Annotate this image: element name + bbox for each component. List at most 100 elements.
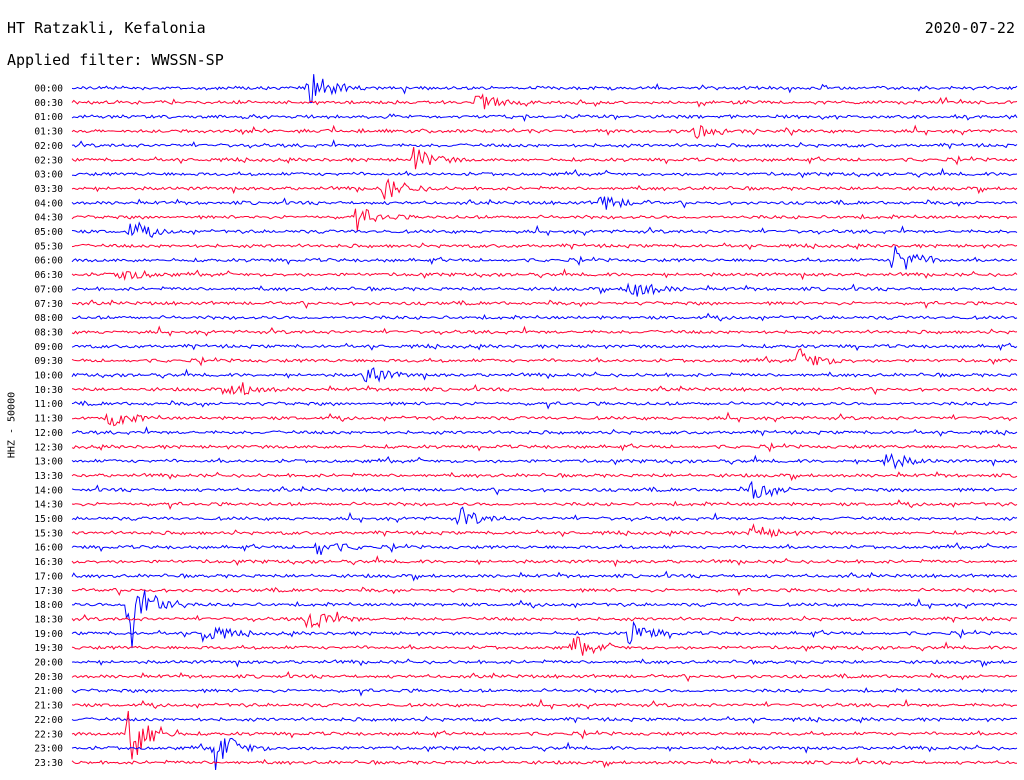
row-label-2200: 22:00 [34, 715, 63, 726]
trace-row-1530 [71, 523, 1018, 539]
row-label-1230: 12:30 [34, 442, 63, 453]
trace-row-0330 [71, 178, 1018, 200]
row-label-1200: 12:00 [34, 428, 63, 439]
row-label-1130: 11:30 [34, 414, 63, 425]
row-label-0530: 05:30 [34, 241, 63, 252]
trace-row-1330 [71, 471, 1018, 482]
trace-row-1030 [71, 382, 1018, 396]
trace-row-1230 [71, 442, 1018, 453]
trace-row-2100 [71, 687, 1018, 697]
row-label-1330: 13:30 [34, 471, 63, 482]
row-label-1630: 16:30 [34, 557, 63, 568]
trace-row-0130 [71, 124, 1018, 140]
trace-group [71, 74, 1018, 771]
row-label-1700: 17:00 [34, 571, 63, 582]
trace-row-1630 [71, 555, 1018, 568]
row-label-0900: 09:00 [34, 342, 63, 353]
trace-row-2330 [71, 757, 1018, 769]
trace-row-1730 [71, 586, 1018, 597]
trace-row-1600 [71, 542, 1018, 556]
trace-row-1700 [71, 570, 1018, 582]
row-label-2030: 20:30 [34, 672, 63, 683]
trace-row-0200 [71, 139, 1018, 150]
station-title: HT Ratzakli, Kefalonia [7, 19, 206, 37]
row-label-1300: 13:00 [34, 457, 63, 468]
row-label-0830: 08:30 [34, 327, 63, 338]
row-label-0930: 09:30 [34, 356, 63, 367]
trace-row-2300 [71, 737, 1018, 771]
row-label-1000: 10:00 [34, 371, 63, 382]
row-label-0300: 03:00 [34, 170, 63, 181]
row-label-1100: 11:00 [34, 399, 63, 410]
trace-row-0430 [71, 208, 1018, 231]
row-label-1930: 19:30 [34, 643, 63, 654]
row-label-0800: 08:00 [34, 313, 63, 324]
row-label-1430: 14:30 [34, 500, 63, 511]
row-label-1600: 16:00 [34, 543, 63, 554]
trace-row-2230 [71, 710, 1018, 760]
row-label-0430: 04:30 [34, 213, 63, 224]
trace-row-1100 [71, 400, 1018, 410]
time-label-group: 00:00 00:30 01:00 01:30 02:00 02:30 03:00 03:30… [34, 84, 63, 769]
trace-row-0500 [71, 221, 1018, 238]
trace-row-1830 [71, 611, 1017, 629]
row-label-2330: 23:30 [34, 758, 63, 769]
row-label-1030: 10:30 [34, 385, 63, 396]
trace-row-0030 [71, 93, 1018, 110]
row-label-0200: 02:00 [34, 141, 63, 152]
row-label-0630: 06:30 [34, 270, 63, 281]
trace-row-1400 [71, 480, 1018, 499]
row-label-0130: 01:30 [34, 127, 63, 138]
row-label-0030: 00:30 [34, 98, 63, 109]
row-label-0330: 03:30 [34, 184, 63, 195]
row-label-0400: 04:00 [34, 198, 63, 209]
trace-row-0400 [71, 196, 1018, 210]
row-label-0500: 05:00 [34, 227, 63, 238]
trace-row-0800 [71, 312, 1018, 322]
trace-row-2030 [71, 670, 1018, 683]
trace-row-2000 [71, 658, 1018, 668]
trace-row-1430 [71, 499, 1018, 510]
row-label-2300: 23:00 [34, 744, 63, 755]
row-label-0230: 02:30 [34, 155, 63, 166]
trace-row-1800 [71, 590, 1018, 649]
trace-row-0630 [71, 268, 1018, 281]
row-label-0730: 07:30 [34, 299, 63, 310]
row-label-2000: 20:00 [34, 658, 63, 669]
row-label-1800: 18:00 [34, 600, 63, 611]
row-label-2230: 22:30 [34, 729, 63, 740]
row-label-1530: 15:30 [34, 528, 63, 539]
row-label-2100: 21:00 [34, 686, 63, 697]
trace-row-0000 [71, 74, 1018, 104]
row-label-1830: 18:30 [34, 614, 63, 625]
row-label-0600: 06:00 [34, 256, 63, 267]
row-label-0100: 01:00 [34, 112, 63, 123]
trace-row-0930 [71, 348, 1018, 367]
trace-row-0600 [71, 246, 1018, 270]
trace-row-1200 [71, 426, 1018, 437]
row-label-0700: 07:00 [34, 284, 63, 295]
trace-row-0700 [71, 282, 1018, 297]
row-label-1730: 17:30 [34, 586, 63, 597]
trace-row-1500 [71, 506, 1018, 526]
trace-row-0100 [71, 113, 1018, 123]
trace-row-0830 [71, 325, 1018, 337]
row-label-0000: 00:00 [34, 84, 63, 95]
trace-row-2130 [71, 698, 1018, 710]
trace-row-1900 [71, 620, 1018, 645]
trace-row-1000 [71, 367, 1018, 383]
trace-row-1930 [71, 636, 1018, 656]
trace-row-2200 [71, 715, 1018, 724]
row-label-2130: 21:30 [34, 701, 63, 712]
record-date: 2020-07-22 [924, 19, 1015, 37]
trace-row-0730 [71, 299, 1018, 310]
row-label-1400: 14:00 [34, 485, 63, 496]
trace-row-1300 [71, 452, 1018, 470]
filter-label: Applied filter: WWSSN-SP [7, 51, 224, 69]
trace-row-1130 [71, 411, 1018, 427]
trace-row-0300 [71, 167, 1018, 179]
trace-row-0230 [71, 147, 1018, 170]
trace-row-0900 [71, 342, 1018, 352]
row-label-1900: 19:00 [34, 629, 63, 640]
